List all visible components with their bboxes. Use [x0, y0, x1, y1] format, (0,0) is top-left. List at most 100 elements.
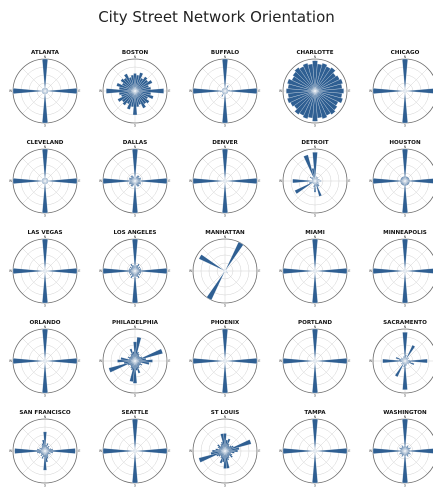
orientation-bar [312, 360, 318, 394]
chart-title: City Street Network Orientation [98, 8, 335, 26]
grid-spoke [44, 158, 68, 182]
orientation-bar [294, 180, 316, 195]
grid-spoke [292, 180, 316, 204]
orientation-bar [402, 180, 408, 214]
direction-label: E [168, 179, 170, 183]
outer-ring [102, 58, 168, 124]
grid-spoke [404, 90, 428, 114]
direction-label: E [348, 449, 350, 453]
direction-label: S [404, 394, 406, 398]
outer-ring [282, 148, 348, 214]
orientation-bar [12, 358, 46, 364]
outer-ring [12, 418, 78, 484]
grid-spoke [202, 180, 226, 204]
direction-label: S [314, 124, 316, 128]
city-label: PORTLAND [298, 320, 332, 326]
polar-chart-washington: WASHINGTONNESW [369, 410, 433, 487]
grid-spoke [404, 338, 428, 362]
direction-label: W [189, 269, 193, 273]
direction-label: W [369, 179, 373, 183]
grid-spoke [404, 68, 428, 92]
orientation-bar [134, 348, 163, 362]
orientation-bar [404, 88, 433, 94]
grid-spoke [314, 450, 338, 474]
orientation-bar [132, 148, 138, 182]
direction-label: E [168, 359, 170, 363]
orientation-bar [314, 78, 343, 92]
direction-label: S [314, 214, 316, 218]
orientation-bar [224, 447, 240, 452]
orientation-bar [12, 88, 46, 94]
direction-label: E [258, 269, 260, 273]
direction-label: N [44, 235, 47, 239]
direction-label: W [9, 179, 13, 183]
orientation-bar [222, 58, 228, 92]
orientation-bar [44, 358, 78, 364]
direction-label: N [314, 145, 317, 149]
polar-chart-minneapolis: MINNEAPOLISNESW [369, 230, 433, 308]
direction-label: N [404, 145, 407, 149]
direction-label: E [78, 89, 80, 93]
city-label: CLEVELAND [27, 140, 64, 146]
direction-label: N [314, 325, 317, 329]
direction-label: W [9, 449, 13, 453]
grid-spoke [44, 248, 68, 272]
city-label: TAMPA [304, 410, 326, 416]
orientation-bar [134, 90, 147, 109]
orientation-bar [134, 266, 141, 272]
grid-spoke [382, 180, 406, 204]
grid-spoke [314, 158, 338, 182]
direction-label: E [258, 359, 260, 363]
direction-label: W [9, 359, 13, 363]
direction-label: E [78, 269, 80, 273]
grid-spoke [224, 270, 248, 294]
orientation-bar [132, 180, 138, 214]
orientation-bar [102, 178, 136, 184]
orientation-bar [134, 180, 139, 187]
direction-label: E [168, 269, 170, 273]
orientation-bar [133, 266, 136, 272]
orientation-bar [130, 263, 136, 272]
direction-label: W [99, 359, 103, 363]
orientation-bar [314, 180, 322, 197]
grid-spoke [224, 158, 248, 182]
orientation-bar [314, 88, 344, 94]
orientation-bar [43, 450, 47, 471]
grid-spoke [112, 450, 136, 474]
grid-spoke [44, 90, 68, 114]
grid-spoke [382, 428, 406, 452]
direction-label: N [404, 235, 407, 239]
grid-spoke [134, 450, 158, 474]
orientation-bar [14, 448, 46, 454]
direction-label: N [404, 415, 407, 419]
orientation-bar [212, 449, 226, 453]
direction-label: N [134, 145, 137, 149]
city-label: HOUSTON [389, 140, 421, 146]
grid-spoke [224, 360, 248, 384]
orientation-bar [224, 358, 258, 364]
direction-label: E [258, 449, 260, 453]
orientation-bar [402, 270, 408, 304]
orientation-bar [132, 418, 138, 452]
direction-label: S [134, 484, 136, 487]
direction-label: W [9, 269, 13, 273]
orientation-bar [42, 360, 48, 394]
city-label: CHARLOTTE [296, 50, 333, 56]
grid-spoke [44, 360, 68, 384]
grid-spoke [404, 270, 428, 294]
direction-label: N [134, 325, 137, 329]
grid-spoke [44, 68, 68, 92]
orientation-bar [192, 88, 226, 94]
direction-label: S [44, 484, 46, 487]
orientation-bar [220, 433, 226, 452]
direction-label: N [134, 235, 137, 239]
orientation-bar [402, 148, 408, 182]
orientation-bar [42, 180, 48, 214]
orientation-bar [314, 67, 336, 92]
grid-spoke [224, 248, 248, 272]
orientation-bar [404, 268, 433, 274]
city-label: PHILADELPHIA [112, 320, 159, 326]
